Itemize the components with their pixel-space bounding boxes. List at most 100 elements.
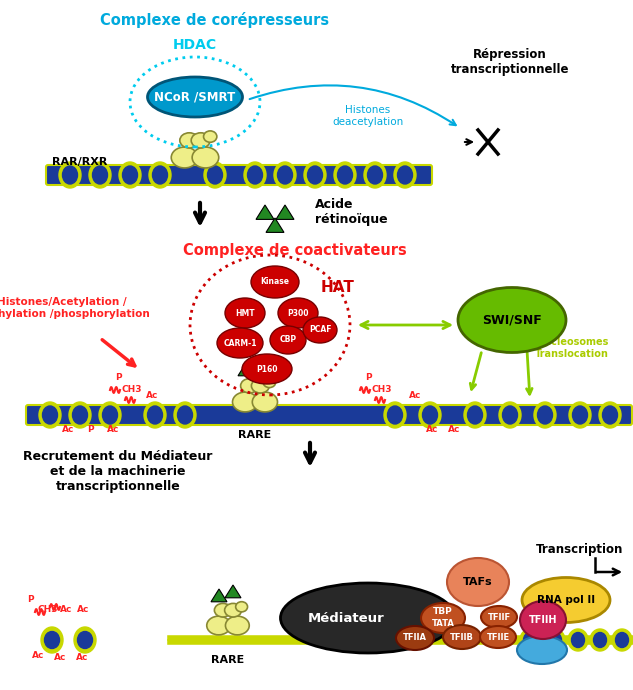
- Ellipse shape: [177, 406, 192, 424]
- Ellipse shape: [590, 629, 610, 651]
- Ellipse shape: [147, 406, 163, 424]
- Ellipse shape: [244, 162, 266, 188]
- Text: Ac: Ac: [32, 651, 44, 660]
- Ellipse shape: [74, 627, 96, 653]
- Text: Acide: Acide: [315, 199, 353, 212]
- Ellipse shape: [337, 166, 353, 184]
- Ellipse shape: [225, 616, 249, 635]
- Ellipse shape: [174, 402, 196, 428]
- Ellipse shape: [232, 392, 258, 412]
- FancyBboxPatch shape: [46, 165, 432, 185]
- Ellipse shape: [503, 406, 518, 424]
- Ellipse shape: [225, 603, 242, 617]
- Ellipse shape: [144, 402, 166, 428]
- Text: TBP: TBP: [433, 607, 453, 616]
- Ellipse shape: [387, 406, 403, 424]
- Ellipse shape: [334, 162, 356, 188]
- Text: RAR/RXR: RAR/RXR: [52, 157, 108, 167]
- Ellipse shape: [468, 406, 482, 424]
- Ellipse shape: [99, 402, 121, 428]
- Ellipse shape: [520, 629, 540, 651]
- Ellipse shape: [549, 633, 561, 647]
- Ellipse shape: [149, 162, 171, 188]
- Ellipse shape: [398, 166, 413, 184]
- Ellipse shape: [594, 633, 606, 647]
- Polygon shape: [238, 363, 254, 376]
- Ellipse shape: [263, 377, 276, 388]
- Ellipse shape: [537, 406, 553, 424]
- Text: TAFs: TAFs: [463, 577, 493, 587]
- Ellipse shape: [69, 402, 91, 428]
- Text: RARE: RARE: [211, 655, 244, 665]
- Text: P160: P160: [256, 364, 278, 373]
- Ellipse shape: [280, 583, 456, 653]
- Ellipse shape: [215, 603, 232, 617]
- Ellipse shape: [217, 328, 263, 358]
- Ellipse shape: [517, 636, 567, 664]
- Text: Ac: Ac: [60, 606, 72, 615]
- Text: Ac: Ac: [409, 391, 421, 400]
- Text: Ac: Ac: [76, 653, 88, 662]
- Ellipse shape: [499, 402, 521, 428]
- Ellipse shape: [523, 633, 537, 647]
- Ellipse shape: [251, 379, 270, 393]
- Text: CH3: CH3: [372, 386, 392, 395]
- Text: Ac: Ac: [77, 606, 89, 615]
- Text: Ac: Ac: [448, 426, 460, 435]
- Text: P: P: [115, 373, 122, 382]
- Ellipse shape: [241, 379, 259, 393]
- Text: Complexe de corépresseurs: Complexe de corépresseurs: [101, 12, 330, 28]
- Text: Histones/Acetylation /
methylation /phosphorylation: Histones/Acetylation / methylation /phos…: [0, 297, 149, 319]
- Text: P: P: [27, 595, 34, 604]
- Text: RNA pol II: RNA pol II: [537, 595, 595, 605]
- Ellipse shape: [41, 627, 63, 653]
- Ellipse shape: [235, 602, 248, 612]
- Text: PCAF: PCAF: [309, 326, 331, 335]
- Ellipse shape: [368, 166, 382, 184]
- Ellipse shape: [73, 406, 87, 424]
- Ellipse shape: [396, 626, 434, 650]
- Ellipse shape: [303, 317, 337, 343]
- Ellipse shape: [394, 162, 416, 188]
- Ellipse shape: [248, 166, 263, 184]
- Text: TFIlE: TFIlE: [486, 633, 510, 642]
- Text: CARM-1: CARM-1: [223, 339, 257, 348]
- Ellipse shape: [534, 402, 556, 428]
- Ellipse shape: [278, 298, 318, 328]
- Polygon shape: [211, 589, 227, 602]
- Ellipse shape: [253, 392, 277, 412]
- Text: Répression
transcriptionnelle: Répression transcriptionnelle: [451, 48, 569, 76]
- Ellipse shape: [364, 162, 386, 188]
- Ellipse shape: [480, 626, 516, 648]
- Text: RARE: RARE: [239, 430, 272, 440]
- Text: Ac: Ac: [426, 426, 438, 435]
- Ellipse shape: [304, 162, 326, 188]
- Ellipse shape: [42, 406, 58, 424]
- Ellipse shape: [63, 166, 77, 184]
- Ellipse shape: [207, 616, 230, 635]
- Text: TATA: TATA: [432, 620, 454, 629]
- Ellipse shape: [603, 406, 618, 424]
- Ellipse shape: [77, 631, 92, 649]
- Text: HDAC: HDAC: [173, 38, 217, 52]
- Ellipse shape: [520, 601, 566, 639]
- Ellipse shape: [615, 633, 629, 647]
- Text: Ac: Ac: [54, 653, 66, 662]
- Ellipse shape: [180, 132, 199, 148]
- FancyBboxPatch shape: [26, 405, 632, 425]
- Text: Ac: Ac: [107, 426, 119, 435]
- Ellipse shape: [119, 162, 141, 188]
- Ellipse shape: [192, 147, 219, 168]
- Text: TFIIF: TFIIF: [487, 613, 511, 622]
- Text: Transcription: Transcription: [536, 544, 624, 557]
- Ellipse shape: [572, 406, 587, 424]
- Text: HMT: HMT: [235, 308, 255, 317]
- Text: CH3: CH3: [38, 606, 58, 615]
- Ellipse shape: [153, 166, 168, 184]
- Ellipse shape: [447, 558, 509, 606]
- Ellipse shape: [384, 402, 406, 428]
- Ellipse shape: [277, 166, 292, 184]
- Text: TFIIB: TFIIB: [450, 633, 474, 642]
- Text: Ac: Ac: [62, 426, 74, 435]
- Ellipse shape: [204, 131, 217, 142]
